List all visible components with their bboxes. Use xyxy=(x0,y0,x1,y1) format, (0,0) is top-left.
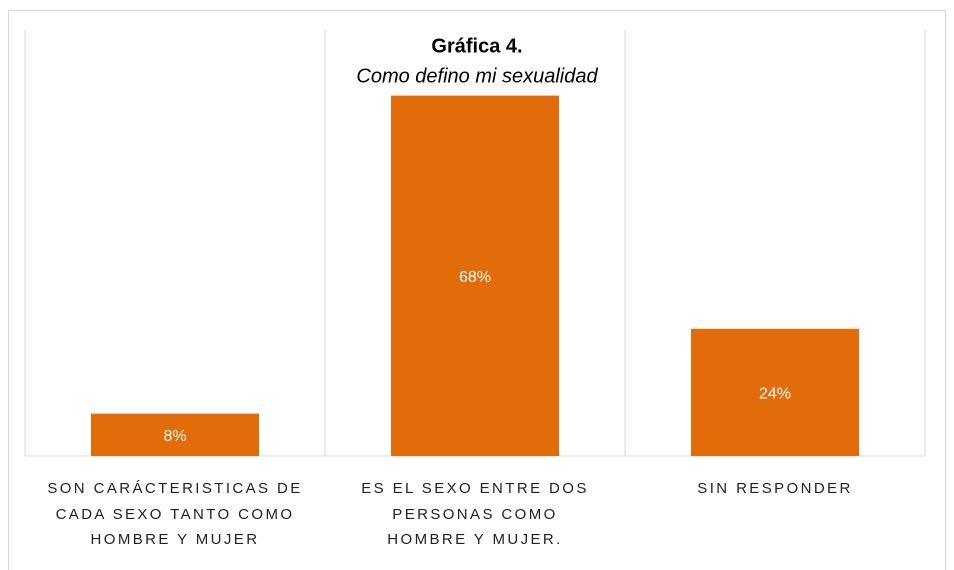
bar xyxy=(91,413,259,456)
value-label: 68% xyxy=(459,269,491,286)
value-label: 8% xyxy=(163,428,186,445)
chart-title: Gráfica 4. xyxy=(431,35,522,57)
bar xyxy=(391,95,559,456)
x-tick-label: ES EL SEXO ENTRE DOS PERSONAS COMO HOMBR… xyxy=(361,480,589,548)
value-label: 24% xyxy=(759,386,791,403)
bar xyxy=(691,328,859,456)
chart-subtitle: Como defino mi sexualidad xyxy=(356,65,598,87)
x-tick-label: SIN RESPONDER xyxy=(697,480,853,497)
x-tick-label: SON CARÁCTERISTICAS DE CADA SEXO TANTO C… xyxy=(47,480,303,548)
chart-border xyxy=(8,10,946,570)
